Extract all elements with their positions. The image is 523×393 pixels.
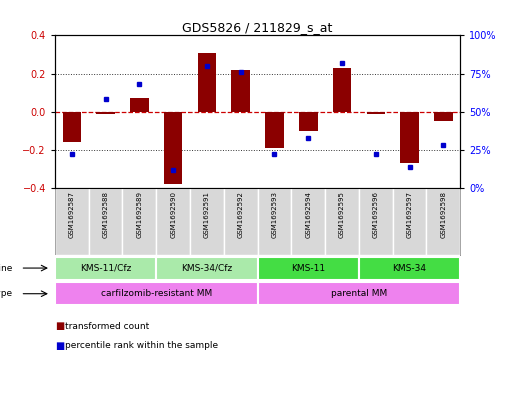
Bar (359, 257, 460, 279)
Text: percentile rank within the sample: percentile rank within the sample (65, 342, 219, 350)
Bar (96, 112, 115, 114)
Text: GSM1692591: GSM1692591 (204, 191, 210, 239)
Text: cell type: cell type (0, 289, 13, 298)
Bar (434, 112, 452, 121)
Text: parental MM: parental MM (331, 289, 387, 298)
Text: GSM1692597: GSM1692597 (406, 191, 413, 239)
Text: GSM1692590: GSM1692590 (170, 191, 176, 239)
Bar (265, 112, 284, 148)
Bar (156, 188, 190, 255)
Bar (291, 188, 325, 255)
Bar (156, 257, 257, 279)
Text: KMS-11/Cfz: KMS-11/Cfz (80, 264, 131, 273)
Text: KMS-11: KMS-11 (291, 264, 325, 273)
Bar (164, 112, 183, 184)
Bar (333, 68, 351, 112)
Text: GSM1692588: GSM1692588 (103, 191, 109, 239)
Title: GDS5826 / 211829_s_at: GDS5826 / 211829_s_at (183, 21, 333, 34)
Bar (426, 188, 460, 255)
Bar (55, 257, 156, 279)
Text: GSM1692596: GSM1692596 (373, 191, 379, 239)
Text: cell line: cell line (0, 264, 13, 273)
Text: KMS-34: KMS-34 (393, 264, 427, 273)
Bar (257, 188, 291, 255)
Bar (55, 282, 257, 305)
Bar (400, 112, 419, 163)
Bar (257, 257, 359, 279)
Text: GSM1692589: GSM1692589 (137, 191, 142, 239)
Bar (257, 282, 460, 305)
Text: ■: ■ (55, 321, 64, 331)
Bar (231, 70, 250, 112)
Text: GSM1692594: GSM1692594 (305, 191, 311, 238)
Text: GSM1692593: GSM1692593 (271, 191, 278, 239)
Bar (325, 188, 359, 255)
Bar (130, 98, 149, 112)
Text: transformed count: transformed count (65, 322, 150, 331)
Bar (367, 112, 385, 114)
Bar (359, 188, 393, 255)
Bar (122, 188, 156, 255)
Text: KMS-34/Cfz: KMS-34/Cfz (181, 264, 233, 273)
Text: ■: ■ (55, 341, 64, 351)
Text: GSM1692595: GSM1692595 (339, 191, 345, 238)
Bar (190, 188, 224, 255)
Bar (55, 188, 89, 255)
Text: GSM1692587: GSM1692587 (69, 191, 75, 239)
Bar (224, 188, 257, 255)
Bar (63, 112, 81, 142)
Bar (198, 53, 216, 112)
Text: GSM1692598: GSM1692598 (440, 191, 446, 239)
Text: carfilzomib-resistant MM: carfilzomib-resistant MM (100, 289, 212, 298)
Text: GSM1692592: GSM1692592 (237, 191, 244, 238)
Bar (89, 188, 122, 255)
Bar (393, 188, 426, 255)
Bar (299, 112, 317, 131)
